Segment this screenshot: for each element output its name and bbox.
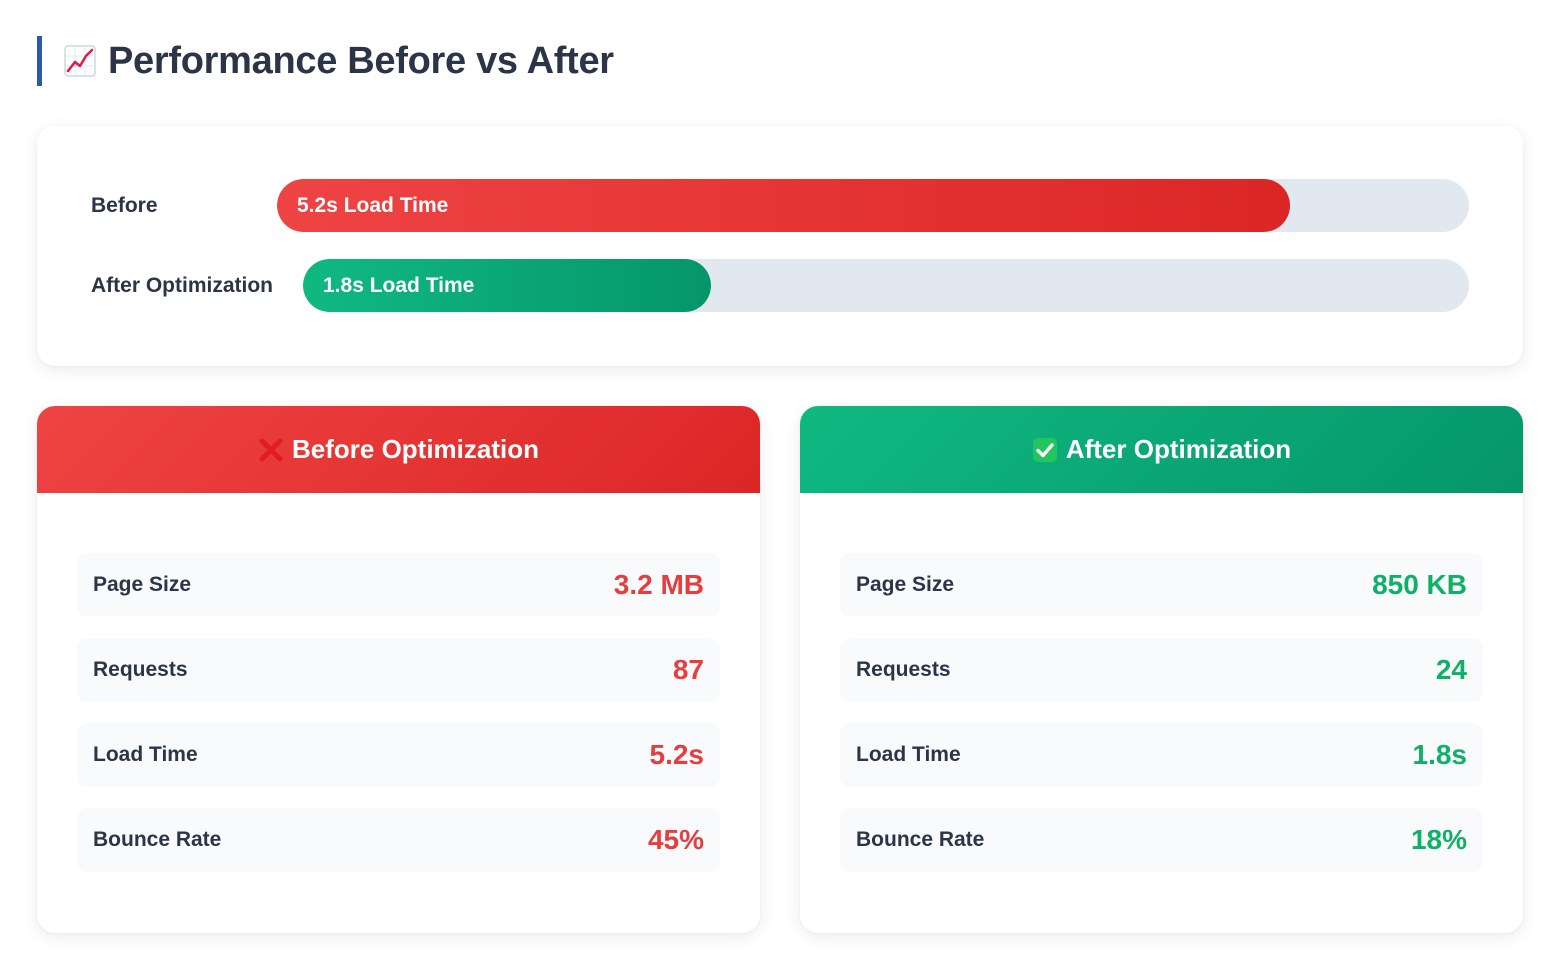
after-stat-bounce-rate: Bounce Rate 18% [840,808,1483,872]
before-stat-requests: Requests 87 [77,638,720,702]
stat-value: 24 [1435,654,1467,685]
stat-label: Requests [856,658,951,681]
stat-value: 45% [647,824,704,855]
stat-value: 1.8s [1412,739,1468,770]
check-mark-icon [1032,437,1058,463]
after-bar-track: 1.8s Load Time [303,259,1469,312]
stat-label: Requests [93,658,188,681]
after-optimization-card: After Optimization Page Size 850 KB Requ… [800,406,1523,933]
stat-value: 850 KB [1372,569,1467,600]
stat-label: Page Size [93,573,192,596]
chart-increasing-icon [64,45,96,77]
stat-label: Load Time [93,743,198,766]
after-bar-label: After Optimization [91,273,273,297]
before-stat-load-time: Load Time 5.2s [77,723,720,787]
before-bar-label: Before [91,193,158,217]
after-bar-row: After Optimization 1.8s Load Time [91,259,1469,312]
after-stat-list: Page Size 850 KB Requests 24 Load Time 1… [840,553,1483,893]
before-stat-list: Page Size 3.2 MB Requests 87 Load Time 5… [77,553,720,893]
before-stat-page-size: Page Size 3.2 MB [77,553,720,617]
stat-label: Bounce Rate [856,828,985,851]
load-time-comparison-card: Before 5.2s Load Time After Optimization… [37,126,1523,366]
before-bar-track: 5.2s Load Time [277,179,1469,232]
after-stat-page-size: Page Size 850 KB [840,553,1483,617]
stat-label: Bounce Rate [93,828,222,851]
after-stat-requests: Requests 24 [840,638,1483,702]
before-card-title: Before Optimization [291,434,539,464]
stat-value: 87 [672,654,704,685]
before-bar-row: Before 5.2s Load Time [91,179,1469,232]
before-stat-bounce-rate: Bounce Rate 45% [77,808,720,872]
before-optimization-card: Before Optimization Page Size 3.2 MB Req… [37,406,760,933]
stat-label: Page Size [856,573,955,596]
stat-value: 3.2 MB [613,569,704,600]
stat-label: Load Time [856,743,961,766]
page-title: Performance Before vs After [108,39,614,82]
after-card-title: After Optimization [1065,434,1292,464]
cross-mark-icon [258,437,284,463]
stat-value: 18% [1410,824,1467,855]
after-stat-load-time: Load Time 1.8s [840,723,1483,787]
stat-value: 5.2s [649,739,705,770]
before-bar-fill: 5.2s Load Time [277,179,1291,232]
after-card-header: After Optimization [800,406,1523,493]
page-header: Performance Before vs After [37,36,614,86]
after-bar-fill: 1.8s Load Time [303,259,712,312]
before-card-header: Before Optimization [37,406,760,493]
